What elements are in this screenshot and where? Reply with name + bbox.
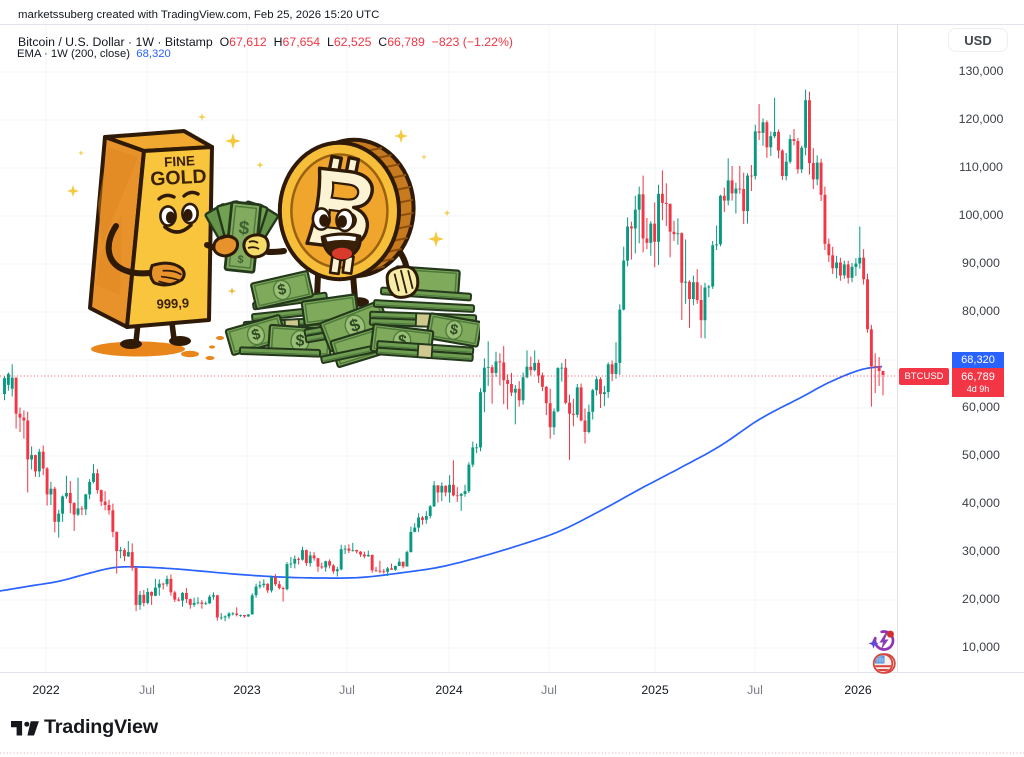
- svg-text:$: $: [237, 254, 244, 267]
- svg-text:FINE: FINE: [164, 153, 196, 170]
- svg-text:$: $: [237, 218, 250, 240]
- svg-text:$: $: [295, 331, 305, 350]
- svg-text:999,9: 999,9: [156, 295, 189, 311]
- svg-text:GOLD: GOLD: [150, 166, 207, 191]
- svg-text:$: $: [397, 332, 408, 350]
- svg-text:$: $: [449, 322, 460, 339]
